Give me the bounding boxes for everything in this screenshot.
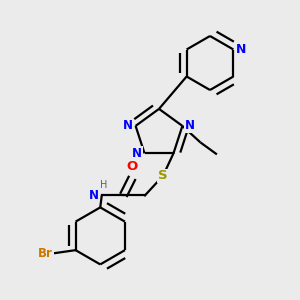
Text: Br: Br <box>38 247 53 260</box>
Text: N: N <box>236 43 246 56</box>
Text: N: N <box>89 189 99 202</box>
Text: H: H <box>100 180 107 190</box>
Text: N: N <box>132 147 142 160</box>
Text: O: O <box>127 160 138 173</box>
Text: N: N <box>185 119 195 132</box>
Text: N: N <box>123 119 133 132</box>
Text: S: S <box>158 169 168 182</box>
